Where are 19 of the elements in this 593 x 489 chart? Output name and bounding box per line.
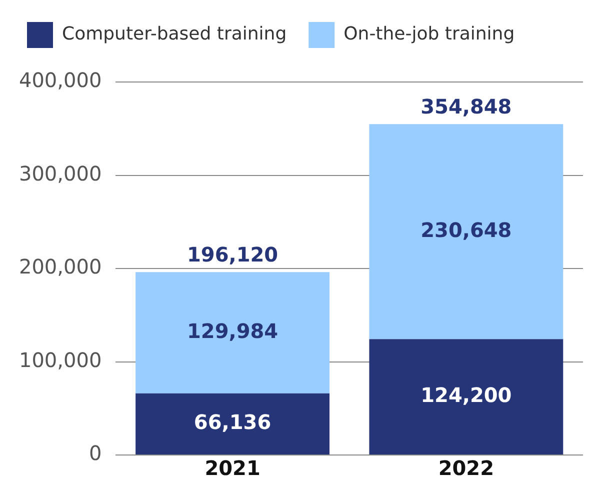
y-tick-label: 200,000 (18, 254, 102, 279)
y-tick-label: 400,000 (18, 68, 102, 92)
y-tick-label: 100,000 (18, 348, 102, 372)
data-label: 124,200 (420, 383, 512, 408)
bar (369, 339, 564, 454)
data-label: 66,136 (194, 410, 272, 434)
data-label: 129,984 (186, 318, 278, 343)
legend-label: On-the-job training (344, 24, 515, 45)
x-tick-label: 2021 (204, 456, 260, 480)
data-label: 230,648 (420, 218, 512, 242)
bar (369, 124, 564, 340)
total-label: 354,848 (420, 94, 512, 118)
total-label: 196,120 (186, 242, 278, 266)
y-tick-label: 0 (88, 441, 102, 466)
y-tick-label: 300,000 (18, 161, 102, 186)
bar (136, 393, 330, 454)
legend-label: Computer-based training (62, 24, 287, 45)
x-tick-label: 2022 (438, 456, 494, 480)
bar (136, 272, 330, 394)
